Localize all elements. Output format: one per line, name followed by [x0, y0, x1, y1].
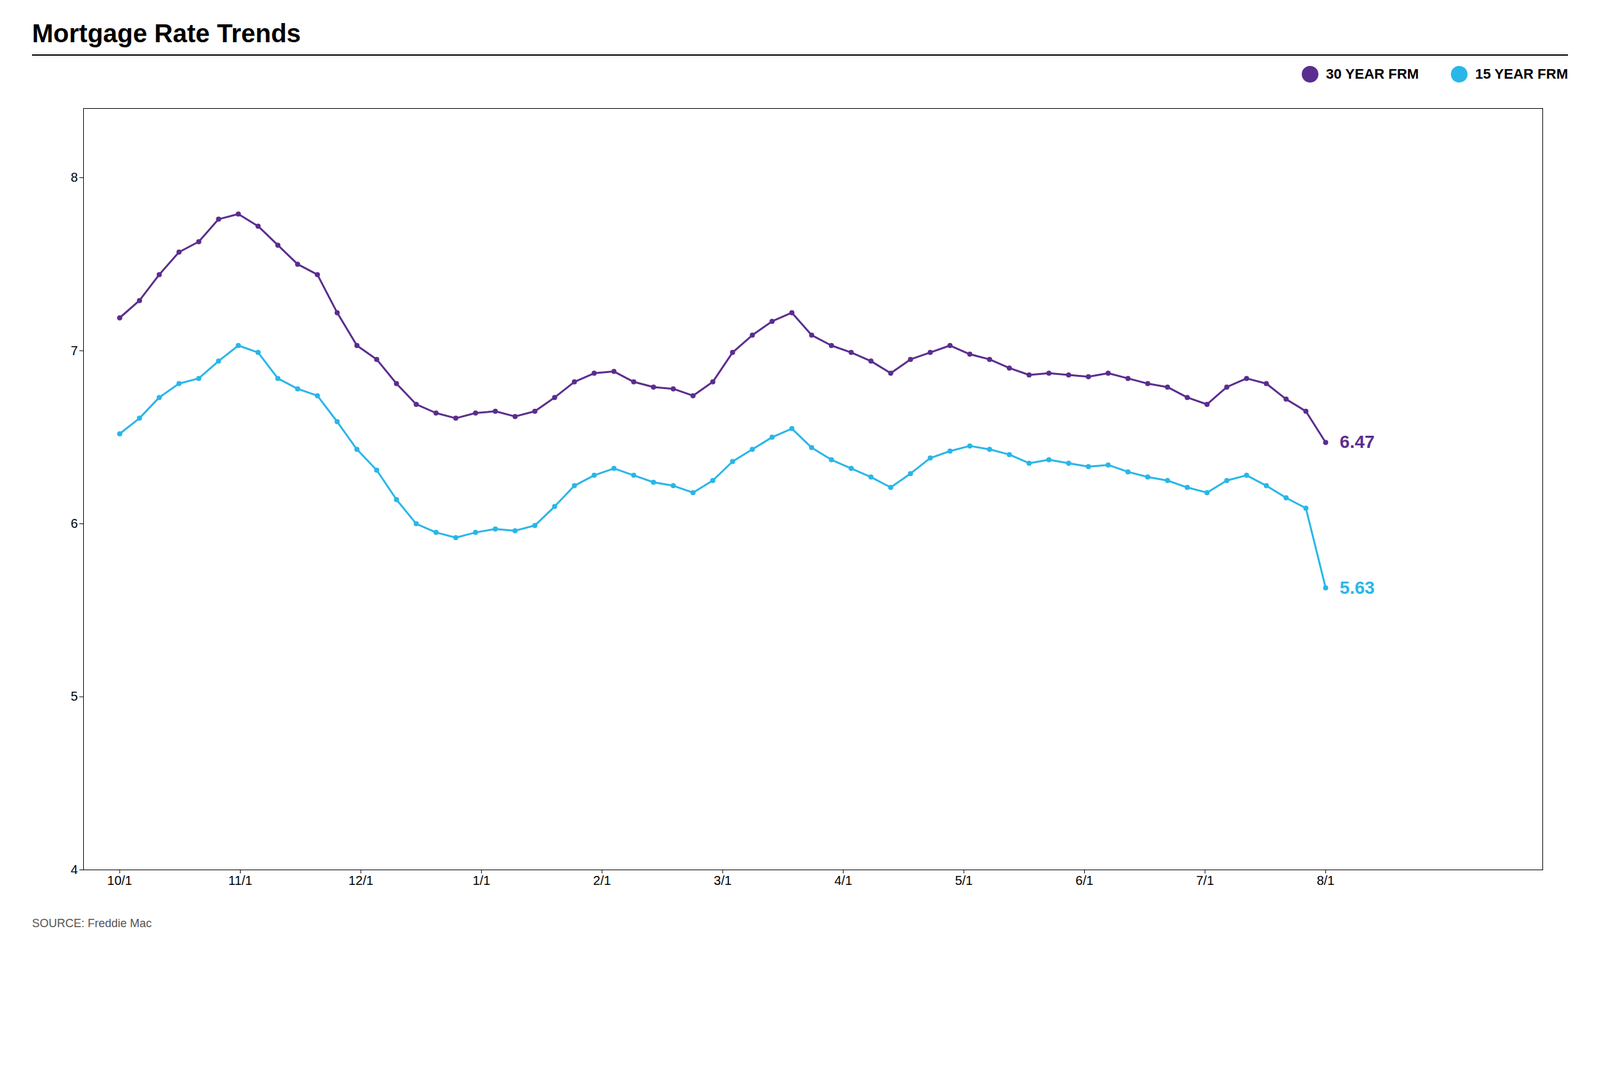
svg-text:2/1: 2/1	[593, 873, 612, 888]
html-text:SOURCE: Freddie Mac: SOURCE: Freddie Mac	[32, 917, 152, 930]
svg-text:4/1: 4/1	[834, 873, 853, 888]
svg-text:6: 6	[70, 516, 78, 531]
svg-text:5: 5	[70, 689, 78, 704]
svg-text:3/1: 3/1	[713, 873, 732, 888]
svg-text:6/1: 6/1	[1075, 873, 1094, 888]
svg-text:11/1: 11/1	[228, 873, 253, 888]
svg-text:5.63: 5.63	[1339, 577, 1375, 598]
html-text:30 YEAR FRM: 30 YEAR FRM	[1325, 65, 1419, 82]
svg-text:10/1: 10/1	[107, 873, 133, 888]
svg-text:12/1: 12/1	[348, 873, 374, 888]
svg-text:4: 4	[70, 862, 78, 877]
svg-text:5/1: 5/1	[954, 873, 973, 888]
html-text:Mortgage Rate Trends: Mortgage Rate Trends	[32, 19, 301, 48]
svg-text:8: 8	[70, 170, 78, 185]
html-text:15 YEAR FRM: 15 YEAR FRM	[1475, 65, 1568, 82]
svg-text:6.47: 6.47	[1339, 432, 1375, 452]
svg-text:7/1: 7/1	[1196, 873, 1215, 888]
svg-text:7: 7	[70, 343, 78, 358]
svg-text:1/1: 1/1	[472, 873, 491, 888]
svg-text:8/1: 8/1	[1316, 873, 1335, 888]
